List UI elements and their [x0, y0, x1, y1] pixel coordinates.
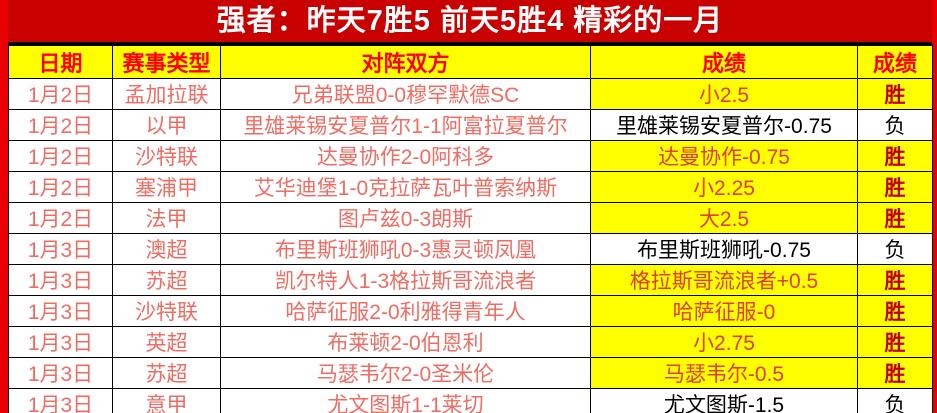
header-row: 日期 赛事类型 对阵双方 成绩 成绩: [8, 45, 933, 79]
match-cell: 兄弟联盟0-0穆罕默德SC: [220, 78, 591, 110]
match-cell: 布里斯班狮吼0-3惠灵顿凤凰: [220, 233, 591, 265]
result-cell: 胜: [857, 264, 933, 296]
table-header: 日期 赛事类型 对阵双方 成绩 成绩: [8, 45, 933, 79]
table-row: 1月3日 沙特联 哈萨征服2-0利雅得青年人 哈萨征服-0 胜: [8, 295, 933, 327]
pick-cell: 哈萨征服-0: [590, 295, 858, 327]
pick-cell: 达曼协作-0.75: [590, 140, 858, 172]
pick-cell: 小2.75: [590, 326, 858, 358]
date-cell: 1月3日: [8, 357, 113, 389]
banner-title: 强者：昨天7胜5 前天5胜4 精彩的一月: [8, 0, 932, 45]
result-cell: 负: [857, 388, 933, 413]
league-cell: 法甲: [112, 202, 221, 234]
col-header-date: 日期: [8, 45, 113, 79]
league-cell: 沙特联: [112, 295, 221, 327]
date-cell: 1月2日: [8, 171, 113, 203]
result-cell: 胜: [857, 326, 933, 358]
result-cell: 负: [857, 109, 933, 141]
table-row: 1月3日 苏超 凯尔特人1-3格拉斯哥流浪者 格拉斯哥流浪者+0.5 胜: [8, 264, 933, 296]
table-row: 1月3日 苏超 马瑟韦尔2-0圣米伦 马瑟韦尔-0.5 胜: [8, 357, 933, 389]
table-row: 1月3日 英超 布莱顿2-0伯恩利 小2.75 胜: [8, 326, 933, 358]
col-header-match: 对阵双方: [220, 45, 591, 79]
match-cell: 哈萨征服2-0利雅得青年人: [220, 295, 591, 327]
result-cell: 负: [857, 233, 933, 265]
table-row: 1月2日 孟加拉联 兄弟联盟0-0穆罕默德SC 小2.5 胜: [8, 78, 933, 110]
match-cell: 图卢兹0-3朗斯: [220, 202, 591, 234]
match-cell: 达曼协作2-0阿科多: [220, 140, 591, 172]
match-cell: 里雄莱锡安夏普尔1-1阿富拉夏普尔: [220, 109, 591, 141]
league-cell: 苏超: [112, 357, 221, 389]
table-body: 1月2日 孟加拉联 兄弟联盟0-0穆罕默德SC 小2.5 胜 1月2日 以甲 里…: [8, 78, 933, 413]
match-cell: 马瑟韦尔2-0圣米伦: [220, 357, 591, 389]
pick-cell: 小2.5: [590, 78, 858, 110]
pick-cell: 格拉斯哥流浪者+0.5: [590, 264, 858, 296]
pick-cell: 尤文图斯-1.5: [590, 388, 858, 413]
league-cell: 意甲: [112, 388, 221, 413]
table-row: 1月2日 塞浦甲 艾华迪堡1-0克拉萨瓦叶普索纳斯 小2.25 胜: [8, 171, 933, 203]
date-cell: 1月3日: [8, 388, 113, 413]
date-cell: 1月3日: [8, 264, 113, 296]
col-header-league: 赛事类型: [112, 45, 221, 79]
date-cell: 1月2日: [8, 109, 113, 141]
match-cell: 布莱顿2-0伯恩利: [220, 326, 591, 358]
league-cell: 沙特联: [112, 140, 221, 172]
table-row: 1月2日 以甲 里雄莱锡安夏普尔1-1阿富拉夏普尔 里雄莱锡安夏普尔-0.75 …: [8, 109, 933, 141]
league-cell: 苏超: [112, 264, 221, 296]
col-header-result: 成绩: [857, 45, 933, 79]
date-cell: 1月3日: [8, 233, 113, 265]
result-cell: 胜: [857, 202, 933, 234]
result-cell: 胜: [857, 357, 933, 389]
result-cell: 胜: [857, 295, 933, 327]
pick-cell: 小2.25: [590, 171, 858, 203]
date-cell: 1月2日: [8, 78, 113, 110]
table-row: 1月3日 意甲 尤文图斯1-1莱切 尤文图斯-1.5 负: [8, 388, 933, 413]
table-row: 1月3日 澳超 布里斯班狮吼0-3惠灵顿凤凰 布里斯班狮吼-0.75 负: [8, 233, 933, 265]
result-cell: 胜: [857, 78, 933, 110]
pick-cell: 大2.5: [590, 202, 858, 234]
col-header-pick: 成绩: [590, 45, 858, 79]
league-cell: 澳超: [112, 233, 221, 265]
date-cell: 1月2日: [8, 202, 113, 234]
match-cell: 尤文图斯1-1莱切: [220, 388, 591, 413]
pick-cell: 布里斯班狮吼-0.75: [590, 233, 858, 265]
date-cell: 1月3日: [8, 326, 113, 358]
table-row: 1月2日 沙特联 达曼协作2-0阿科多 达曼协作-0.75 胜: [8, 140, 933, 172]
league-cell: 孟加拉联: [112, 78, 221, 110]
pick-cell: 马瑟韦尔-0.5: [590, 357, 858, 389]
match-cell: 艾华迪堡1-0克拉萨瓦叶普索纳斯: [220, 171, 591, 203]
results-sheet: 强者：昨天7胜5 前天5胜4 精彩的一月 日期 赛事类型 对阵双方 成绩 成绩: [8, 0, 933, 413]
result-cell: 胜: [857, 171, 933, 203]
table-row: 1月2日 法甲 图卢兹0-3朗斯 大2.5 胜: [8, 202, 933, 234]
league-cell: 塞浦甲: [112, 171, 221, 203]
results-table: 日期 赛事类型 对阵双方 成绩 成绩 1月2日 孟加拉联 兄弟联盟0-0穆罕默德…: [8, 45, 933, 413]
pick-cell: 里雄莱锡安夏普尔-0.75: [590, 109, 858, 141]
league-cell: 以甲: [112, 109, 221, 141]
date-cell: 1月2日: [8, 140, 113, 172]
result-cell: 胜: [857, 140, 933, 172]
date-cell: 1月3日: [8, 295, 113, 327]
league-cell: 英超: [112, 326, 221, 358]
match-cell: 凯尔特人1-3格拉斯哥流浪者: [220, 264, 591, 296]
